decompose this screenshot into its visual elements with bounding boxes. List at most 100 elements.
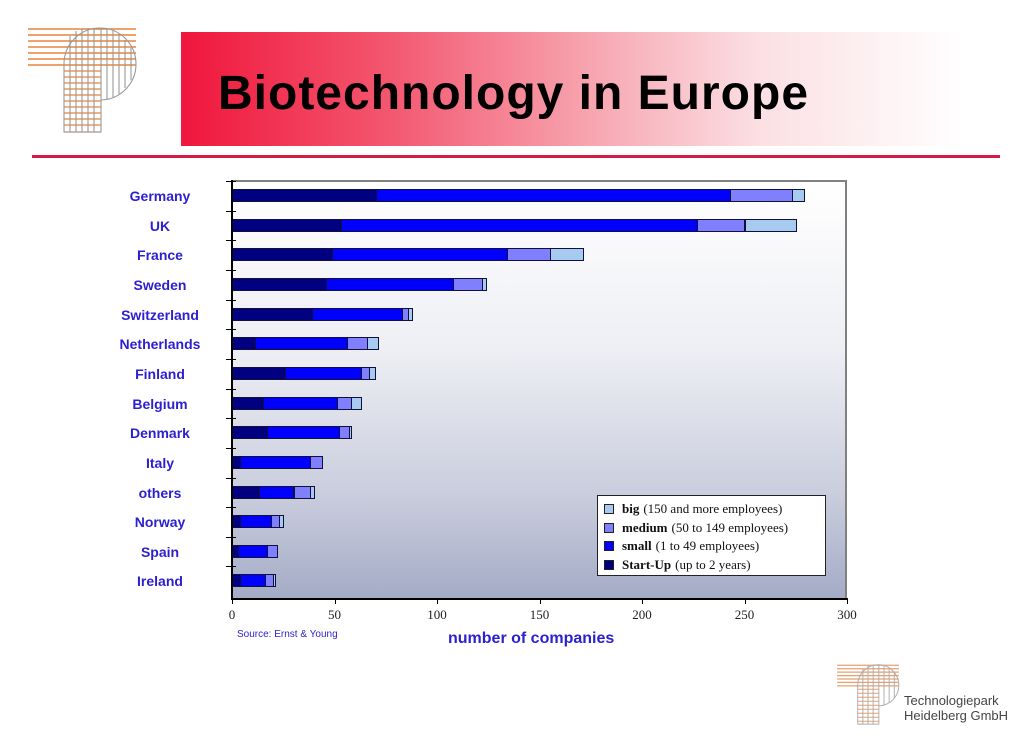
company-name: Technologiepark Heidelberg GmbH (904, 693, 1008, 723)
legend-swatch-startup (604, 559, 614, 570)
category-label: France (137, 247, 183, 264)
y-tick (226, 269, 236, 271)
bar-segment-startup (232, 218, 342, 232)
y-tick (226, 388, 236, 390)
bar-segment-medium (697, 218, 746, 232)
legend-label: small (622, 538, 652, 554)
y-tick (226, 358, 236, 360)
bar-segment-small (240, 574, 266, 588)
y-tick (226, 477, 236, 479)
bar-segment-big (408, 307, 414, 321)
legend-desc: (50 to 149 employees) (671, 519, 789, 535)
bar-segment-startup (232, 248, 334, 262)
x-tick (744, 598, 746, 604)
x-tick-label: 100 (427, 607, 447, 622)
legend-item-medium: medium (50 to 149 employees) (604, 519, 825, 538)
company-name-line2: Heidelberg GmbH (904, 708, 1009, 723)
y-tick (226, 299, 236, 301)
legend-swatch-big (604, 504, 614, 515)
bar-segment-small (240, 455, 311, 469)
y-tick (226, 181, 236, 182)
bar-segment-big (350, 396, 363, 410)
x-tick-label: 50 (328, 607, 341, 622)
y-tick (226, 566, 236, 568)
category-label: Sweden (133, 276, 187, 293)
legend-desc: (up to 2 years) (675, 556, 751, 572)
category-label: others (138, 484, 182, 501)
y-tick (226, 210, 236, 212)
bar-segment-startup (232, 277, 328, 291)
y-tick (226, 240, 236, 242)
x-tick (539, 598, 541, 604)
category-label: UK (149, 217, 171, 234)
bar-segment-big (482, 277, 488, 291)
legend-item-small: small (1 to 49 employees) (604, 537, 825, 556)
bar-segment-small (326, 277, 455, 291)
company-name-line1: Technologiepark (904, 693, 999, 708)
bar-segment-medium (309, 455, 324, 469)
x-tick-label: 200 (632, 607, 652, 622)
legend-item-startup: Start-Up (up to 2 years) (604, 556, 825, 575)
x-tick (437, 598, 438, 604)
y-tick (226, 536, 236, 538)
bar-segment-small (285, 366, 363, 380)
legend-desc: (150 and more employees) (643, 501, 783, 517)
bar-segment-startup (232, 189, 377, 202)
bar-segment-big (348, 426, 352, 440)
x-tick-label: 300 (837, 607, 857, 622)
bar-segment-big (369, 366, 377, 380)
x-tick (232, 598, 233, 604)
bar-segment-small (332, 248, 508, 262)
bar-segment-medium (730, 189, 793, 202)
bar-segment-startup (232, 396, 264, 410)
bar-segment-big (309, 485, 315, 499)
y-tick (226, 418, 236, 420)
x-tick (847, 598, 848, 604)
legend-label: medium (622, 519, 668, 535)
bar-segment-medium (453, 277, 484, 291)
source-note: Source: Ernst & Young (237, 629, 338, 640)
x-tick-label: 0 (228, 607, 236, 622)
bar-segment-small (262, 396, 338, 410)
x-tick (334, 598, 336, 604)
legend-item-big: big (150 and more employees) (604, 500, 825, 519)
title-divider (32, 155, 1000, 158)
y-axis (231, 180, 233, 600)
legend-desc: (1 to 49 employees) (655, 538, 760, 554)
bar-segment-startup (232, 426, 268, 440)
bar-segment-small (311, 307, 404, 321)
bar-segment-medium (336, 396, 352, 410)
legend-swatch-medium (604, 522, 614, 533)
chart-legend: big (150 and more employees) medium (50 to… (597, 495, 826, 576)
legend-swatch-small (604, 541, 614, 552)
bar-segment-small (258, 485, 295, 499)
category-label: Germany (129, 188, 191, 204)
bar-segment-small (266, 426, 340, 440)
category-label: Spain (140, 543, 180, 560)
bar-segment-startup (232, 337, 256, 351)
bar-segment-startup (232, 485, 260, 499)
x-tick-label: 150 (529, 607, 550, 622)
category-label: Netherlands (119, 336, 201, 353)
x-axis-title: number of companies (448, 630, 615, 647)
bar-segment-big (791, 189, 805, 202)
bar-segment-small (240, 515, 272, 529)
x-tick-label: 250 (734, 607, 755, 622)
bar-segment-medium (266, 544, 279, 558)
title-banner (181, 32, 1005, 146)
bar-segment-startup (232, 366, 287, 380)
category-label: Finland (135, 365, 185, 382)
category-label: Switzerland (121, 306, 199, 323)
bar-segment-startup (232, 307, 313, 321)
x-tick (642, 598, 643, 604)
category-label: Ireland (137, 573, 183, 590)
bar-segment-medium (293, 485, 311, 499)
page-title: Biotechnology in Europe (218, 67, 810, 120)
bar-segment-big (367, 337, 379, 351)
bar-segment-big (279, 515, 285, 529)
bar-segment-medium (346, 337, 369, 351)
bar-segment-small (375, 189, 732, 202)
bar-segment-small (254, 337, 348, 351)
y-tick (226, 329, 236, 331)
bar-segment-big (273, 574, 277, 588)
